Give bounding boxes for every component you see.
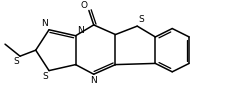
Text: S: S: [42, 72, 48, 81]
Text: O: O: [81, 1, 88, 10]
Text: S: S: [138, 15, 144, 24]
Text: N: N: [90, 76, 97, 85]
Text: N: N: [41, 19, 48, 28]
Text: S: S: [14, 57, 19, 66]
Text: N: N: [78, 26, 84, 35]
